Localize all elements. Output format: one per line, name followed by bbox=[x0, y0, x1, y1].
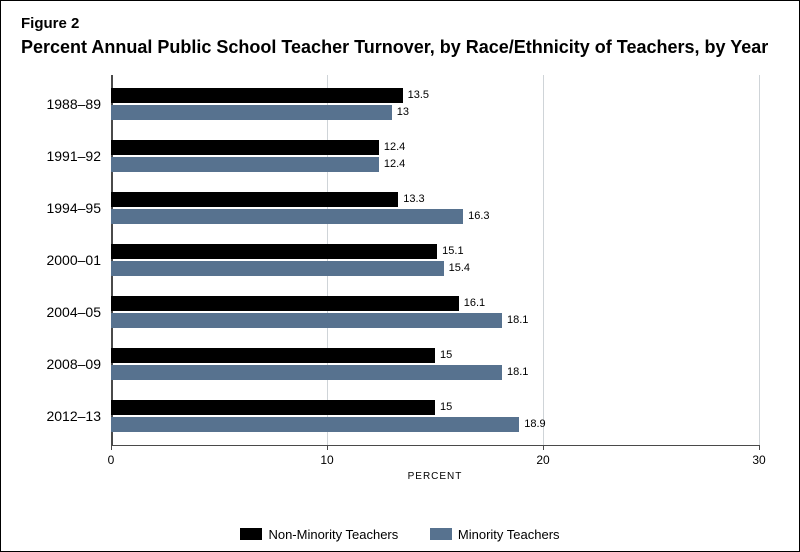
legend-item: Minority Teachers bbox=[430, 527, 560, 542]
bar: 15.4 bbox=[111, 261, 444, 276]
bar: 18.1 bbox=[111, 365, 502, 380]
figure-frame: Figure 2 Percent Annual Public School Te… bbox=[0, 0, 800, 552]
bar-value-label: 15 bbox=[440, 349, 452, 361]
bar-value-label: 13.5 bbox=[408, 89, 429, 101]
bar: 12.4 bbox=[111, 157, 379, 172]
bar-group: 2008–091518.1 bbox=[111, 348, 759, 380]
bar: 15.1 bbox=[111, 244, 437, 259]
legend-item: Non-Minority Teachers bbox=[240, 527, 398, 542]
x-axis-line bbox=[111, 445, 759, 447]
bar: 15 bbox=[111, 348, 435, 363]
x-tick bbox=[327, 445, 328, 450]
bar: 13 bbox=[111, 105, 392, 120]
figure-number: Figure 2 bbox=[21, 15, 779, 32]
bar: 13.5 bbox=[111, 88, 403, 103]
gridline bbox=[759, 75, 760, 445]
bar-value-label: 12.4 bbox=[384, 141, 405, 153]
x-tick-label: 10 bbox=[320, 453, 333, 467]
category-label: 2000–01 bbox=[46, 252, 101, 268]
category-label: 1994–95 bbox=[46, 200, 101, 216]
legend: Non-Minority Teachers Minority Teachers bbox=[1, 527, 799, 544]
x-axis-title: PERCENT bbox=[408, 471, 463, 482]
x-tick-label: 20 bbox=[536, 453, 549, 467]
category-label: 1991–92 bbox=[46, 148, 101, 164]
legend-label: Minority Teachers bbox=[458, 527, 560, 542]
bar-value-label: 16.1 bbox=[464, 297, 485, 309]
bar: 15 bbox=[111, 400, 435, 415]
bar-group: 2004–0516.118.1 bbox=[111, 296, 759, 328]
bar-value-label: 18.1 bbox=[507, 366, 528, 378]
x-tick bbox=[759, 445, 760, 450]
legend-swatch-icon bbox=[240, 528, 262, 540]
bar-group: 2012–131518.9 bbox=[111, 400, 759, 432]
legend-label: Non-Minority Teachers bbox=[268, 527, 398, 542]
bar-value-label: 18.9 bbox=[524, 418, 545, 430]
bar: 18.1 bbox=[111, 313, 502, 328]
x-tick-label: 0 bbox=[108, 453, 115, 467]
bar-value-label: 18.1 bbox=[507, 314, 528, 326]
x-tick bbox=[111, 445, 112, 450]
bar: 16.3 bbox=[111, 209, 463, 224]
bar-group: 1991–9212.412.4 bbox=[111, 140, 759, 172]
bar-value-label: 16.3 bbox=[468, 210, 489, 222]
bar: 16.1 bbox=[111, 296, 459, 311]
x-tick bbox=[543, 445, 544, 450]
bar-value-label: 15 bbox=[440, 401, 452, 413]
category-label: 1988–89 bbox=[46, 96, 101, 112]
category-label: 2008–09 bbox=[46, 356, 101, 372]
bar: 18.9 bbox=[111, 417, 519, 432]
bar-group: 1988–8913.513 bbox=[111, 88, 759, 120]
plot-area: PERCENT 01020301988–8913.5131991–9212.41… bbox=[111, 75, 759, 455]
category-label: 2004–05 bbox=[46, 304, 101, 320]
bar-group: 1994–9513.316.3 bbox=[111, 192, 759, 224]
category-label: 2012–13 bbox=[46, 408, 101, 424]
bar-group: 2000–0115.115.4 bbox=[111, 244, 759, 276]
bar-value-label: 13.3 bbox=[403, 193, 424, 205]
legend-swatch-icon bbox=[430, 528, 452, 540]
chart-title: Percent Annual Public School Teacher Tur… bbox=[21, 36, 779, 59]
bar: 12.4 bbox=[111, 140, 379, 155]
bar: 13.3 bbox=[111, 192, 398, 207]
x-tick-label: 30 bbox=[752, 453, 765, 467]
bar-value-label: 15.1 bbox=[442, 245, 463, 257]
bar-value-label: 15.4 bbox=[449, 262, 470, 274]
bar-value-label: 12.4 bbox=[384, 158, 405, 170]
bar-value-label: 13 bbox=[397, 106, 409, 118]
